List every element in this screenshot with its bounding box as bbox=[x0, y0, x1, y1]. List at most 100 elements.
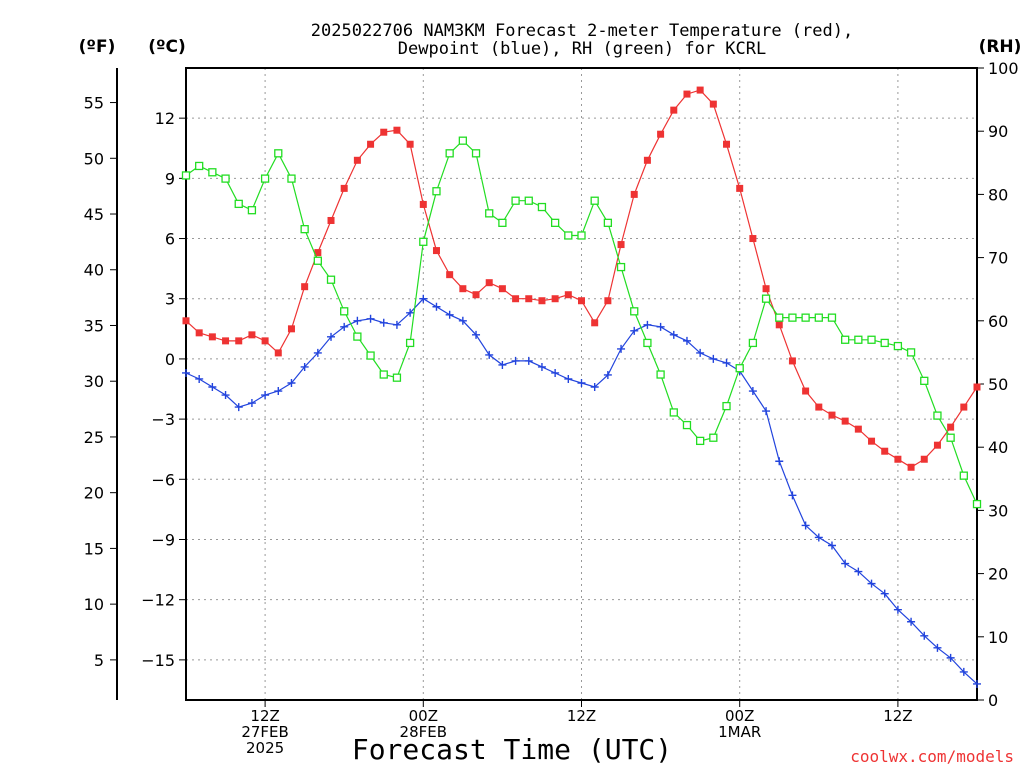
dewpoint-point bbox=[261, 391, 270, 400]
dewpoint-point bbox=[762, 407, 771, 416]
dewpoint-point bbox=[959, 667, 968, 676]
fahrenheit-tick-label: 5 bbox=[94, 651, 104, 670]
rh-point bbox=[353, 332, 362, 341]
temperature-point bbox=[340, 184, 348, 192]
rh-tick-label: 30 bbox=[988, 501, 1008, 520]
rh-point bbox=[498, 218, 507, 227]
rh-point bbox=[340, 307, 349, 316]
dewpoint-point bbox=[340, 322, 349, 331]
celsius-tick-label: −3 bbox=[151, 410, 175, 429]
celsius-tick-label: −12 bbox=[141, 591, 175, 610]
rh-point bbox=[208, 168, 217, 177]
rh-tick-label: 0 bbox=[988, 691, 998, 710]
x-axis-label: Forecast Time (UTC) bbox=[352, 733, 672, 766]
temperature-point bbox=[551, 295, 559, 303]
credit-link[interactable]: coolwx.com/models bbox=[850, 747, 1014, 766]
dewpoint-point bbox=[353, 316, 362, 325]
dewpoint-point bbox=[458, 316, 467, 325]
dewpoint-point bbox=[300, 362, 309, 371]
rh-point bbox=[405, 338, 415, 348]
rh-point bbox=[761, 294, 771, 303]
temperature-point bbox=[261, 337, 269, 345]
temperature-point bbox=[393, 126, 401, 134]
temperature-point bbox=[802, 387, 810, 395]
temperature-point bbox=[208, 333, 216, 341]
rh-tick-label: 10 bbox=[988, 628, 1008, 647]
fahrenheit-tick-label: 45 bbox=[84, 205, 104, 224]
fahrenheit-tick-label: 55 bbox=[84, 94, 104, 113]
dewpoint-point bbox=[643, 320, 652, 329]
temperature-point bbox=[248, 331, 256, 339]
temperature-point bbox=[446, 271, 454, 279]
rh-point bbox=[867, 335, 876, 344]
chart-title-line-2: Dewpoint (blue), RH (green) for KCRL bbox=[398, 39, 766, 59]
temperature-point bbox=[868, 437, 876, 445]
rh-point bbox=[485, 209, 494, 218]
temperature-point bbox=[960, 403, 968, 411]
temperature-point bbox=[723, 140, 731, 148]
dewpoint-point bbox=[234, 403, 243, 412]
rh-point bbox=[933, 411, 942, 420]
dewpoint-point bbox=[907, 617, 916, 626]
dewpoint-point bbox=[406, 308, 415, 317]
temperature-point bbox=[235, 337, 243, 345]
dewpoint-point bbox=[498, 360, 507, 369]
fahrenheit-axis-ticks: 55 50 45 40 35 30 25 20 15 10 5 bbox=[84, 94, 117, 670]
temperature-point bbox=[841, 417, 849, 425]
rh-point bbox=[775, 313, 784, 322]
temperature-point bbox=[709, 100, 717, 108]
dewpoint-point bbox=[775, 457, 784, 466]
time-tick-label: 1MAR bbox=[718, 723, 761, 741]
dewpoint-point bbox=[551, 368, 560, 377]
series-layer bbox=[181, 86, 982, 688]
chart-title-line-1: 2025022706 NAM3KM Forecast 2-meter Tempe… bbox=[311, 21, 853, 41]
rh-tick-label: 100 bbox=[988, 59, 1019, 78]
fahrenheit-unit-label: (ºF) bbox=[79, 37, 116, 57]
rh-point bbox=[590, 196, 599, 205]
temperature-point bbox=[815, 403, 823, 411]
dewpoint-point bbox=[920, 631, 929, 640]
temperature-point bbox=[578, 297, 585, 305]
dewpoint-point bbox=[973, 679, 981, 688]
rh-point bbox=[959, 471, 968, 480]
temperature-point bbox=[512, 295, 520, 303]
temperature-point bbox=[314, 249, 322, 257]
rh-point bbox=[221, 174, 230, 183]
dewpoint-point bbox=[511, 356, 520, 365]
temperature-point bbox=[591, 319, 599, 327]
rh-unit-label: (RH) bbox=[979, 37, 1022, 57]
dewpoint-point bbox=[247, 399, 256, 408]
temperature-point bbox=[406, 140, 414, 148]
temperature-point bbox=[498, 285, 506, 293]
dewpoint-point bbox=[669, 330, 678, 339]
celsius-unit-label: (ºC) bbox=[148, 37, 186, 57]
time-tick-label: 12Z bbox=[567, 707, 596, 725]
rh-point bbox=[537, 202, 547, 212]
rh-point bbox=[880, 338, 889, 348]
rh-series bbox=[181, 136, 982, 509]
rh-point bbox=[287, 174, 296, 183]
temperature-point bbox=[564, 291, 572, 299]
rh-point bbox=[458, 136, 468, 145]
celsius-tick-label: 6 bbox=[165, 230, 175, 249]
celsius-tick-label: 12 bbox=[155, 109, 175, 128]
fahrenheit-tick-label: 30 bbox=[84, 372, 104, 391]
celsius-tick-label: 9 bbox=[165, 169, 175, 188]
temperature-point bbox=[459, 285, 467, 293]
temperature-point bbox=[788, 357, 796, 365]
temperature-point bbox=[538, 297, 546, 305]
rh-tick-label: 20 bbox=[988, 565, 1008, 584]
dewpoint-point bbox=[432, 302, 441, 311]
rh-tick-label: 50 bbox=[988, 375, 1008, 394]
temperature-point bbox=[828, 411, 836, 419]
temperature-point bbox=[617, 241, 625, 249]
temperature-point bbox=[762, 285, 770, 293]
dewpoint-point bbox=[841, 559, 850, 568]
temperature-point bbox=[920, 455, 928, 463]
celsius-tick-label: 0 bbox=[165, 350, 175, 369]
dewpoint-point bbox=[880, 589, 889, 598]
celsius-tick-label: −6 bbox=[151, 470, 175, 489]
dewpoint-point bbox=[445, 310, 454, 319]
rh-point bbox=[234, 199, 243, 209]
